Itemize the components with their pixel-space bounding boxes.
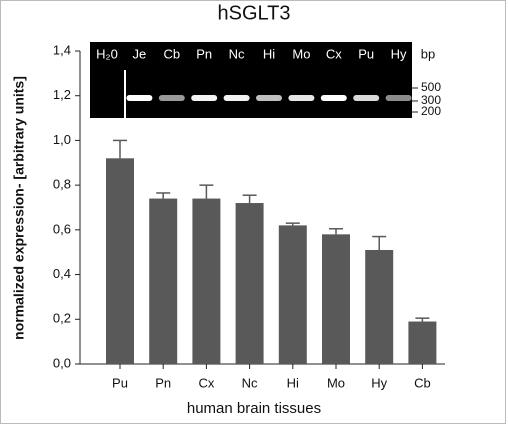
gel-lane-label: Je [133,46,147,61]
x-tick-label: Hy [371,375,387,390]
gel-band [353,95,380,101]
bar [278,225,307,364]
gel-lane-label: Mo [292,46,310,61]
y-tick-label: 1,4 [53,42,71,57]
gel-band [223,95,250,101]
gel-band [288,95,315,101]
x-tick-label: Cb [414,375,431,390]
bar [192,198,221,364]
gel-band [256,95,282,101]
bar [235,203,264,364]
gel-header [90,42,412,70]
gel-lane-label: Hi [263,46,275,61]
y-tick-label: 0,2 [53,311,71,326]
bar [408,321,437,364]
gel-lane-label: Pu [358,46,374,61]
bar [365,249,394,364]
bar [149,198,178,364]
x-tick-label: Pn [155,375,171,390]
gel-lane-label: Cb [163,46,180,61]
bar [106,158,134,364]
marker-label: 300 [421,93,441,107]
gel-band [126,95,153,101]
gel-band [320,95,347,101]
marker-label: 200 [421,104,441,118]
gel-lane-label: Nc [229,46,245,61]
gel-image [90,70,412,118]
y-tick-label: 0,6 [53,221,71,236]
y-axis-label: normalized expression- [arbitrary units] [11,76,27,340]
y-tick-label: 1,2 [53,87,71,102]
y-tick-label: 1,0 [53,132,71,147]
y-tick-label: 0,8 [53,177,71,192]
gel-unit: bp [421,46,435,61]
gel-band [158,95,185,101]
x-axis-label: human brain tissues [187,400,321,417]
marker-label: 500 [421,80,441,94]
x-tick-label: Hi [287,375,299,390]
x-tick-label: Pu [112,375,128,390]
gel-band [191,95,218,101]
x-tick-label: Nc [242,375,258,390]
gel-lane-label: Hy [391,46,407,61]
gel-lane-label: H₂0 [96,46,118,61]
gel-divider [124,70,126,118]
x-tick-label: Cx [198,375,214,390]
bar [322,234,350,364]
gel-lane-label: Pn [196,46,212,61]
gel-lane-label: Cx [326,46,342,61]
y-tick-label: 0,4 [53,266,71,281]
chart-title: hSGLT3 [218,2,291,24]
y-tick-label: 0,0 [53,355,71,370]
x-tick-label: Mo [327,375,345,390]
gel-band [385,95,412,101]
